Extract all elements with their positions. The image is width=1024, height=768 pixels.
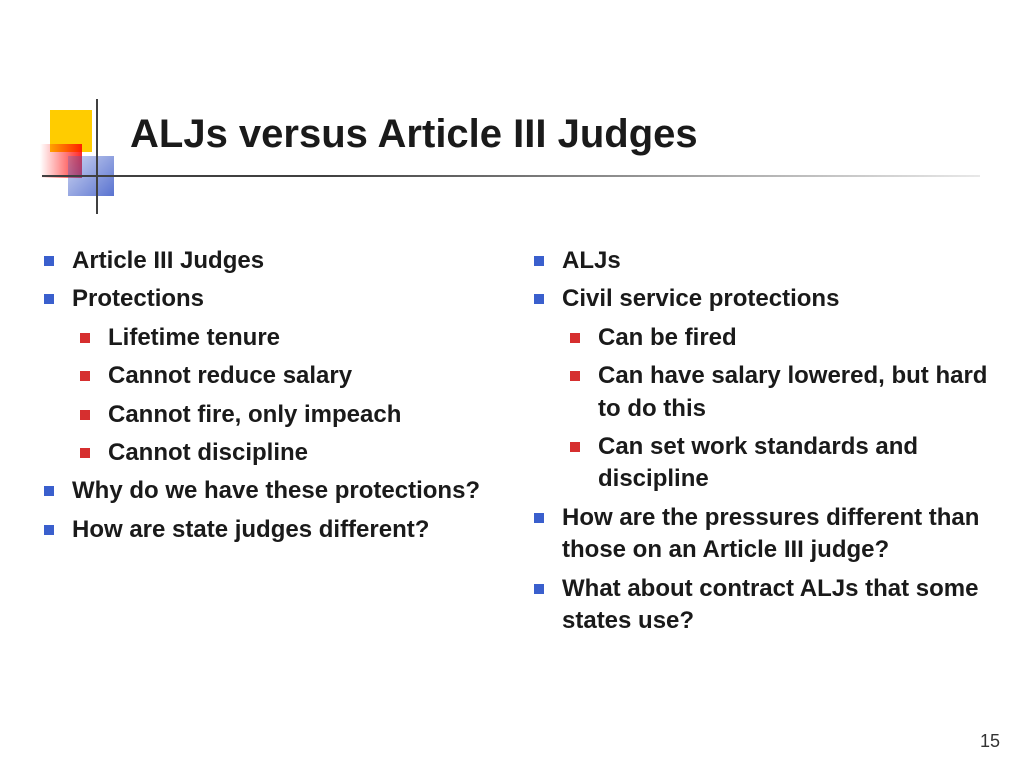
bullet-item: ALJs: [530, 245, 990, 277]
left-list: Article III Judges Protections Lifetime te…: [40, 245, 500, 546]
sub-bullet-item: Can have salary lowered, but hard to do …: [566, 360, 990, 425]
page-number: 15: [980, 731, 1000, 752]
bullet-item: How are state judges different?: [40, 514, 500, 546]
title-underline: [42, 175, 980, 177]
sub-bullet-item: Can be fired: [566, 322, 990, 354]
right-column: ALJs Civil service protections Can be fire…: [530, 245, 990, 643]
slide-logo: [40, 100, 130, 210]
slide-body: Article III Judges Protections Lifetime te…: [40, 245, 990, 643]
bullet-item: Civil service protections: [530, 283, 990, 315]
sub-bullet-item: Lifetime tenure: [76, 322, 500, 354]
sub-bullet-item: Cannot discipline: [76, 437, 500, 469]
left-column: Article III Judges Protections Lifetime te…: [40, 245, 500, 643]
logo-vertical-line: [96, 99, 98, 214]
sub-bullet-item: Can set work standards and discipline: [566, 431, 990, 496]
sub-bullet-item: Cannot fire, only impeach: [76, 399, 500, 431]
right-list: ALJs Civil service protections Can be fire…: [530, 245, 990, 637]
bullet-item: What about contract ALJs that some state…: [530, 573, 990, 638]
bullet-item: How are the pressures different than tho…: [530, 502, 990, 567]
slide-title: ALJs versus Article III Judges: [130, 112, 698, 157]
bullet-item: Protections: [40, 283, 500, 315]
bullet-item: Why do we have these protections?: [40, 475, 500, 507]
bullet-item: Article III Judges: [40, 245, 500, 277]
sub-bullet-item: Cannot reduce salary: [76, 360, 500, 392]
